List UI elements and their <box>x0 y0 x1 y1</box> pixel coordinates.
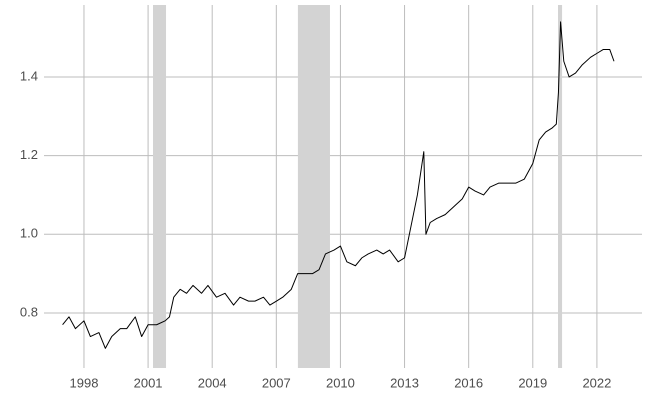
recession-band <box>152 5 167 368</box>
x-tick-label: 1998 <box>70 375 99 390</box>
data-line <box>62 21 615 349</box>
x-tick-label: 2004 <box>198 375 227 390</box>
recession-band <box>558 5 563 368</box>
x-tick-label: 2010 <box>326 375 355 390</box>
y-tick-label: 1.4 <box>20 68 38 83</box>
x-tick-label: 2007 <box>262 375 291 390</box>
y-tick-label: 1.2 <box>20 147 38 162</box>
x-tick-label: 2016 <box>454 375 483 390</box>
x-tick-label: 2013 <box>390 375 419 390</box>
y-tick-label: 0.8 <box>20 304 38 319</box>
x-tick-label: 2019 <box>518 375 547 390</box>
x-tick-label: 2001 <box>134 375 163 390</box>
x-tick-label: 2022 <box>582 375 611 390</box>
y-tick-label: 1.0 <box>20 226 38 241</box>
recession-band <box>297 5 330 368</box>
